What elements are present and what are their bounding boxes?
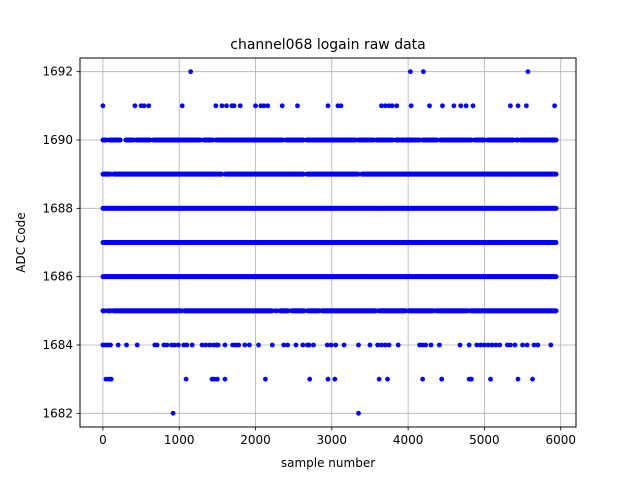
data-point [553, 205, 559, 211]
data-point [553, 240, 559, 245]
data-points [100, 69, 559, 416]
data-point [553, 308, 559, 314]
data-point [117, 137, 123, 143]
data-point [553, 171, 559, 177]
data-point [553, 274, 559, 280]
